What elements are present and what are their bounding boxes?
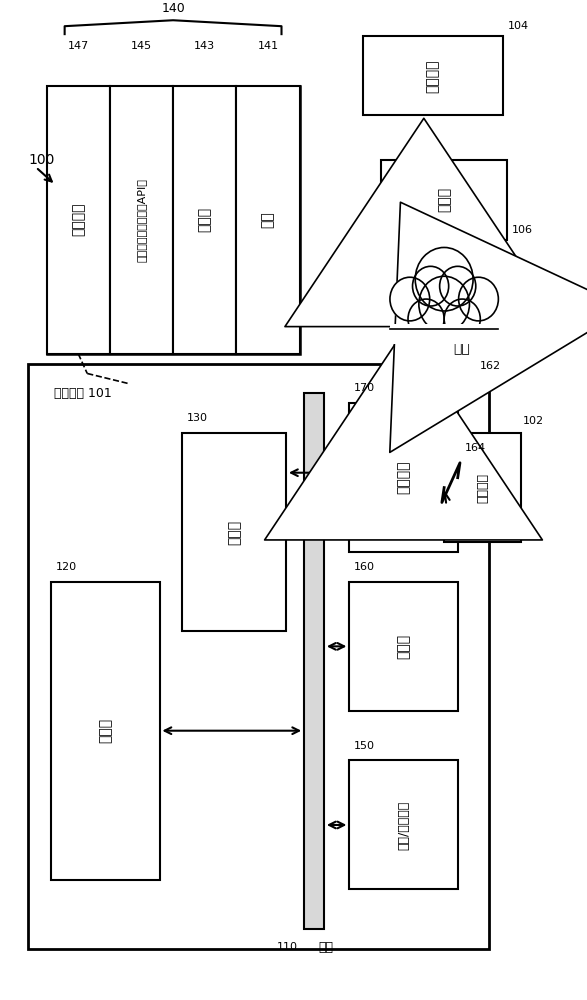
Text: 143: 143 xyxy=(194,41,215,51)
Text: 162: 162 xyxy=(480,361,501,371)
Text: 106: 106 xyxy=(512,225,533,235)
Text: 170: 170 xyxy=(354,383,375,393)
Text: 164: 164 xyxy=(464,443,485,453)
Text: 147: 147 xyxy=(68,41,89,51)
Bar xyxy=(390,324,498,344)
Text: 存储器: 存储器 xyxy=(227,520,241,545)
Bar xyxy=(304,393,324,929)
Text: 输入/输出接口: 输入/输出接口 xyxy=(397,800,410,850)
Text: 通信接口: 通信接口 xyxy=(396,461,410,494)
Text: 处理器: 处理器 xyxy=(98,718,112,743)
Text: 电子装置: 电子装置 xyxy=(476,473,489,503)
Bar xyxy=(182,433,286,631)
Text: 110: 110 xyxy=(277,942,298,952)
Text: 160: 160 xyxy=(354,562,375,572)
Circle shape xyxy=(415,247,473,311)
Text: 网络: 网络 xyxy=(453,342,470,356)
Circle shape xyxy=(419,276,470,332)
Text: 服务器: 服务器 xyxy=(437,187,451,212)
Text: 电子装置: 电子装置 xyxy=(426,59,440,93)
Text: 150: 150 xyxy=(354,741,375,751)
Bar xyxy=(349,760,458,889)
Bar xyxy=(110,86,173,354)
Bar xyxy=(363,36,503,115)
Bar xyxy=(46,86,110,354)
Text: 显示器: 显示器 xyxy=(396,634,410,659)
Circle shape xyxy=(390,277,430,321)
Text: 130: 130 xyxy=(187,413,208,423)
Bar xyxy=(173,86,237,354)
Bar xyxy=(349,403,458,552)
Text: 电子装置 101: 电子装置 101 xyxy=(54,387,112,400)
Bar xyxy=(444,433,521,542)
Circle shape xyxy=(444,299,480,339)
Text: 应用程序编程接口（API）: 应用程序编程接口（API） xyxy=(136,178,146,262)
Text: 104: 104 xyxy=(507,21,528,31)
Bar xyxy=(349,582,458,711)
Text: 应用程序: 应用程序 xyxy=(71,203,85,236)
Bar xyxy=(381,160,507,240)
Text: 总线: 总线 xyxy=(319,941,333,954)
Circle shape xyxy=(413,266,448,306)
Bar xyxy=(46,86,299,354)
Bar xyxy=(237,86,299,354)
Text: 100: 100 xyxy=(29,153,55,167)
Text: 内核: 内核 xyxy=(261,211,275,228)
Bar xyxy=(51,582,160,880)
Circle shape xyxy=(458,277,498,321)
Text: 145: 145 xyxy=(131,41,152,51)
Text: 102: 102 xyxy=(523,416,544,426)
Circle shape xyxy=(408,299,444,339)
Bar xyxy=(29,364,490,949)
Text: 140: 140 xyxy=(161,2,185,15)
Text: 141: 141 xyxy=(257,41,278,51)
Text: 中间件: 中间件 xyxy=(198,207,212,232)
Circle shape xyxy=(440,266,476,306)
Text: 120: 120 xyxy=(56,562,77,572)
